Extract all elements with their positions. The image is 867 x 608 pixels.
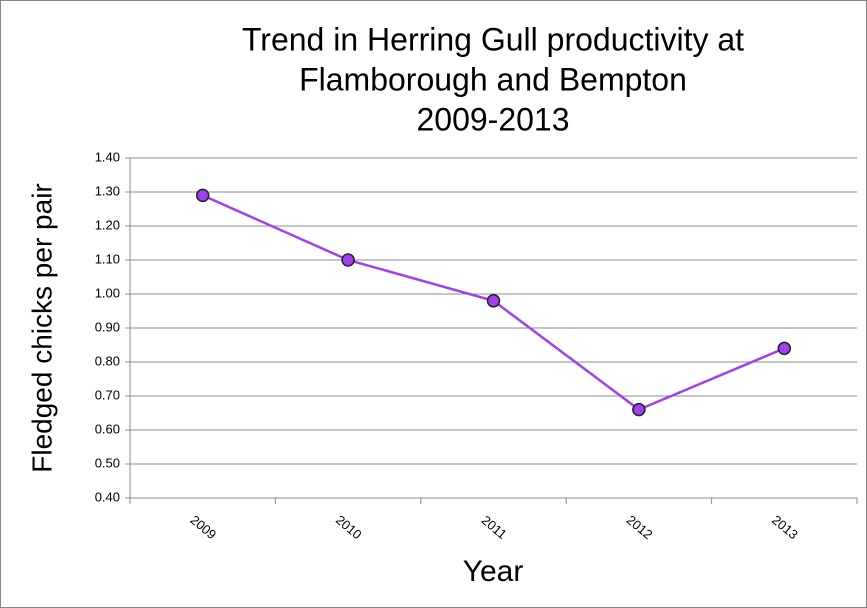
chart-title: Flamborough and Bempton	[299, 61, 687, 97]
point	[486, 294, 501, 308]
y-tick-label: 0.50	[95, 455, 120, 470]
y-tick-label: 0.90	[95, 319, 120, 334]
point	[195, 188, 210, 203]
y-tick-label: 1.10	[95, 251, 120, 266]
y-tick-label: 1.30	[95, 183, 120, 198]
y-axis-title: Fledged chicks per pair	[26, 183, 57, 472]
y-tick-label: 0.80	[95, 353, 120, 368]
y-tick-label: 1.40	[95, 149, 120, 164]
y-tick-label: 0.60	[95, 421, 120, 436]
y-tick-label: 0.40	[95, 489, 120, 504]
y-tick-label: 1.00	[95, 285, 120, 300]
y-tick-label: 1.20	[95, 217, 120, 232]
chart-title: Trend in Herring Gull productivity at	[242, 21, 744, 57]
x-axis-title: Year	[463, 555, 524, 588]
point	[341, 253, 355, 267]
y-tick-label: 0.70	[95, 387, 120, 402]
point	[632, 402, 646, 417]
point	[777, 341, 792, 356]
chart-title: 2009-2013	[416, 101, 569, 137]
